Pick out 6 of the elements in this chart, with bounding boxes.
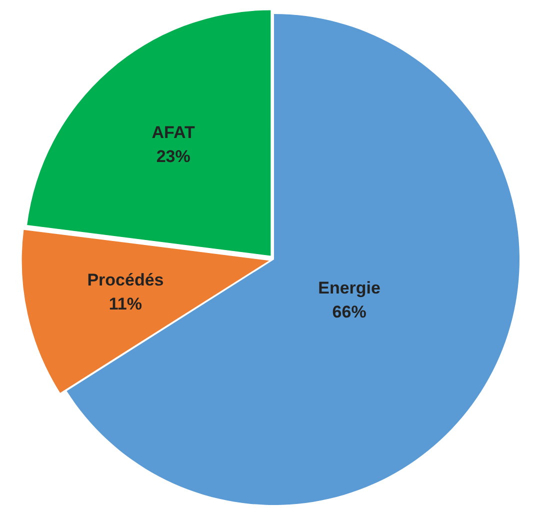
data-label: 23%: [156, 147, 190, 166]
slice-label: AFAT: [152, 123, 196, 142]
data-label: 66%: [332, 302, 366, 322]
slice-label: Energie: [318, 278, 380, 298]
data-label: 11%: [108, 294, 142, 314]
slice-label: Procédés: [87, 270, 164, 290]
